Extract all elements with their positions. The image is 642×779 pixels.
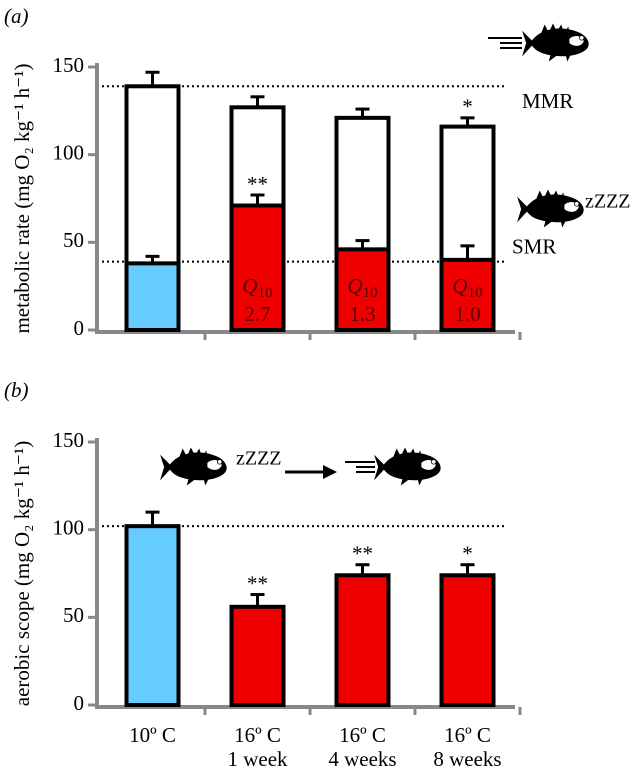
- q10-symbol: Q10: [347, 274, 377, 302]
- x-tick-label: 16º C: [234, 723, 281, 747]
- q10-subscript: 10: [468, 285, 483, 301]
- significance-label: **: [247, 571, 268, 595]
- significance-label: **: [352, 542, 373, 566]
- swimming-fish-icon: [345, 447, 442, 486]
- x-tick-label: 1 week: [227, 747, 288, 771]
- error-bar: [250, 95, 265, 108]
- q10-symbol: Q10: [452, 274, 482, 302]
- y-tick-label: 100: [53, 515, 85, 539]
- swimming-fish-icon: [488, 23, 590, 62]
- bar: [124, 261, 181, 332]
- y-tick-label: 50: [63, 603, 84, 627]
- q10-value: 2.7: [244, 302, 270, 326]
- q10-value: 1.0: [454, 302, 480, 326]
- sleep-label: zZZZ: [585, 191, 631, 213]
- q10-letter: Q: [242, 274, 257, 298]
- q10-subscript: 10: [258, 285, 273, 301]
- error-bar: [250, 593, 265, 607]
- y-tick-label: 100: [53, 140, 85, 164]
- significance-label: *: [462, 95, 473, 119]
- bar: [124, 524, 181, 707]
- resting-fish-icon: [159, 447, 228, 486]
- error-bar: [460, 244, 475, 260]
- reference-label: SMR: [512, 234, 556, 258]
- error-bar: [355, 239, 370, 250]
- x-tick-label: 16º C: [444, 723, 491, 747]
- q10-value: 1.3: [349, 302, 375, 326]
- y-tick-label: 0: [74, 316, 85, 340]
- panel-label: (b): [4, 378, 29, 402]
- error-bar: [145, 254, 160, 264]
- y-tick-label: 0: [74, 691, 85, 715]
- bar: [439, 573, 496, 708]
- x-tick-label: 4 weeks: [328, 747, 396, 771]
- significance-label: **: [247, 172, 268, 196]
- bar: [334, 573, 391, 708]
- q10-subscript: 10: [363, 285, 378, 301]
- error-bar: [355, 563, 370, 576]
- error-bar: [250, 193, 265, 206]
- significance-label: *: [462, 542, 473, 566]
- sleep-label: zZZZ: [236, 448, 282, 470]
- y-tick-label: 150: [53, 428, 85, 452]
- bar: [334, 247, 391, 332]
- error-bar: [145, 510, 160, 527]
- error-bar: [145, 70, 160, 87]
- y-tick-label: 50: [63, 228, 84, 252]
- arrow: [285, 465, 337, 479]
- x-tick-label: 8 weeks: [433, 747, 501, 771]
- resting-fish-icon: [516, 189, 585, 228]
- y-axis-label: metabolic rate (mg O₂ kg⁻¹ h⁻¹): [10, 63, 34, 333]
- y-tick-label: 150: [53, 53, 85, 77]
- q10-letter: Q: [452, 274, 467, 298]
- x-tick-label: 16º C: [339, 723, 386, 747]
- reference-label: MMR: [522, 89, 573, 113]
- error-bar: [460, 563, 475, 576]
- error-bar: [355, 107, 370, 118]
- q10-letter: Q: [347, 274, 362, 298]
- error-bar: [460, 116, 475, 127]
- bar: [229, 604, 286, 708]
- panel-label: (a): [4, 4, 29, 28]
- y-axis-label: aerobic scope (mg O₂ kg⁻¹ h⁻¹): [10, 441, 34, 706]
- q10-symbol: Q10: [242, 274, 272, 302]
- x-tick-label: 10º C: [129, 723, 176, 747]
